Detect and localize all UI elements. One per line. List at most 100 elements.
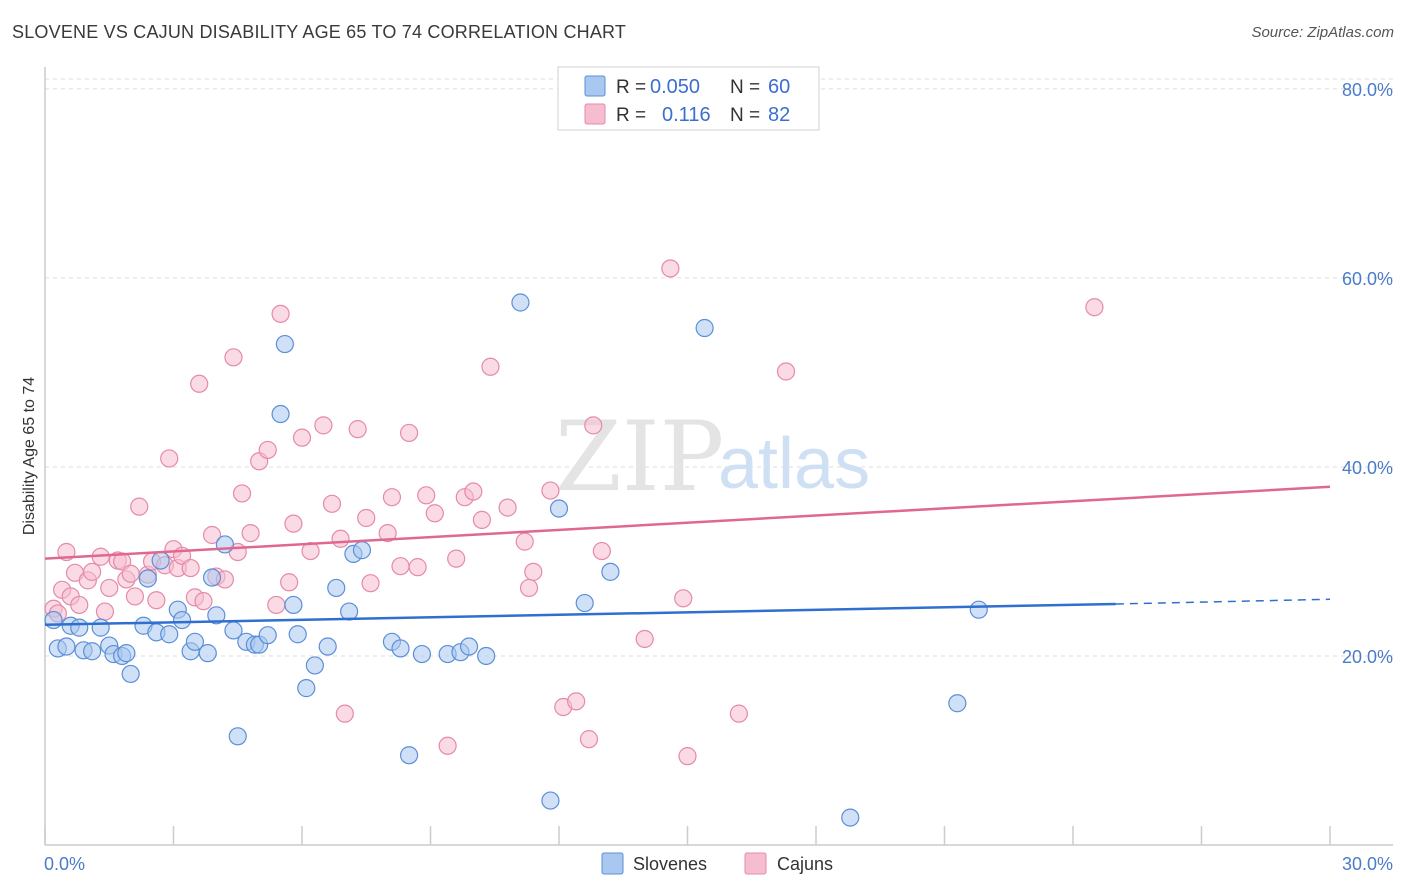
cajun-point-36: [241, 524, 260, 543]
x-tick-labels: 0.0% 30.0%: [44, 854, 1393, 874]
slovene-point-32: [271, 404, 290, 424]
slovene-point-4: [70, 618, 89, 637]
slovene-point-55: [601, 562, 620, 581]
slovene-point-58: [948, 694, 967, 713]
legend-swatch-slovenes: [584, 75, 606, 97]
cajun-point-43: [292, 428, 312, 447]
y-tick-label-1: 40.0%: [1342, 458, 1393, 478]
slovene-point-45: [399, 746, 419, 765]
slovene-point-14: [138, 569, 157, 588]
slovene-point-24: [207, 606, 226, 625]
cajun-point-71: [567, 692, 586, 711]
cajun-point-59: [438, 736, 457, 755]
series-legend-label-cajuns: Cajuns: [777, 854, 833, 874]
slovene-point-51: [511, 293, 530, 312]
slovene-point-12: [121, 664, 140, 684]
series-legend-swatch-cajuns: [744, 852, 767, 875]
slovene-point-31: [258, 626, 277, 645]
slovene-point-46: [412, 644, 432, 664]
series-legend-swatch-slovenes: [601, 852, 624, 875]
slovene-point-35: [288, 625, 307, 644]
slovene-point-37: [305, 656, 324, 675]
legend-r-value-1: 0.116: [662, 104, 711, 126]
slovene-trendline: [44, 602, 1116, 627]
y-tick-labels: 20.0% 40.0% 60.0% 80.0%: [1342, 80, 1393, 667]
slovene-point-23: [202, 568, 222, 587]
trendlines: [44, 485, 1331, 627]
cajun-point-47: [331, 529, 350, 548]
y-tick-label-0: 20.0%: [1342, 647, 1393, 667]
watermark-atlas: atlas: [718, 424, 870, 504]
cajun-point-53: [382, 488, 402, 507]
cajun-point-55: [399, 423, 419, 443]
y-tick-label-3: 80.0%: [1342, 80, 1393, 100]
chart-title: SLOVENE VS CAJUN DISABILITY AGE 65 TO 74…: [12, 22, 627, 42]
slovene-point-6: [83, 642, 102, 661]
slovene-point-52: [541, 791, 560, 810]
x-tick-label-1: 30.0%: [1342, 854, 1393, 874]
cajun-point-30: [202, 525, 222, 545]
cajun-point-81: [1085, 298, 1104, 317]
cajun-point-69: [541, 481, 560, 500]
cajun-point-68: [524, 562, 543, 581]
slovene-point-33: [275, 334, 294, 354]
cajun-point-8: [83, 562, 102, 581]
legend-n-value-0: 60: [768, 76, 790, 98]
cajun-point-40: [271, 304, 290, 323]
slovene-point-42: [352, 541, 372, 560]
cajun-point-35: [232, 484, 252, 503]
cajun-point-77: [674, 589, 693, 608]
cajun-point-11: [100, 578, 119, 598]
slovene-point-57: [841, 808, 860, 827]
cajun-point-65: [498, 498, 517, 517]
legend-r-label-0: R =: [616, 77, 646, 98]
cajun-point-6: [70, 595, 89, 615]
legend-r-value-0: 0.050: [650, 76, 700, 98]
slovene-point-7: [91, 618, 110, 637]
cajun-point-75: [635, 629, 654, 649]
cajun-point-67: [519, 578, 539, 598]
cajun-trendline: [44, 485, 1331, 560]
cajun-point-54: [391, 557, 410, 576]
slovene-point-0: [44, 610, 63, 630]
legend-n-label-1: N =: [730, 105, 760, 126]
cajun-point-45: [314, 416, 333, 435]
cajun-point-62: [464, 482, 483, 501]
cajun-point-39: [267, 595, 286, 615]
slovene-point-34: [284, 595, 303, 615]
legend-n-label-0: N =: [730, 77, 760, 98]
cajun-point-58: [425, 504, 444, 523]
slovene-point-19: [172, 610, 192, 630]
slovene-point-17: [160, 625, 179, 644]
cajun-point-42: [284, 514, 303, 533]
cajun-point-78: [678, 747, 697, 766]
slovene-point-50: [477, 646, 496, 666]
slovene-point-56: [695, 318, 714, 338]
slovene-point-11: [117, 644, 136, 663]
slovene-point-44: [391, 639, 410, 658]
cajun-point-46: [322, 494, 342, 513]
x-tick-label-0: 0.0%: [44, 854, 85, 874]
slovene-point-39: [327, 578, 346, 598]
slovene-point-16: [151, 551, 170, 570]
legend-swatch-cajuns: [584, 103, 606, 125]
cajun-point-28: [190, 374, 209, 393]
cajun-point-13: [112, 552, 132, 571]
cajun-point-57: [417, 486, 436, 505]
series-legend: Slovenes Cajuns: [601, 852, 833, 875]
slovene-point-25: [215, 535, 234, 554]
slovene-point-54: [575, 593, 594, 613]
cajun-point-33: [224, 348, 243, 367]
y-tick-label-2: 60.0%: [1342, 269, 1393, 289]
slovene-point-59: [969, 600, 988, 619]
cajun-point-73: [584, 416, 603, 435]
cajun-point-48: [335, 704, 354, 723]
slovene-point-2: [57, 637, 76, 656]
series-legend-label-slovenes: Slovenes: [633, 854, 707, 874]
cajun-point-64: [481, 357, 500, 376]
cajun-point-20: [147, 591, 166, 610]
slovene-point-22: [198, 644, 217, 663]
cajun-point-51: [361, 574, 380, 593]
y-axis-title: Disability Age 65 to 74: [21, 377, 38, 535]
cajun-point-15: [121, 564, 140, 583]
